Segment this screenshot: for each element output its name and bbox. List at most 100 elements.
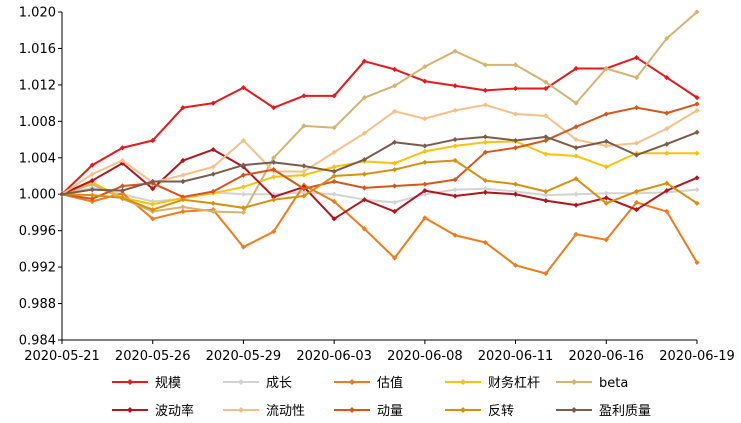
data-point-marker	[361, 171, 367, 177]
data-point-marker	[89, 171, 95, 177]
data-point-marker	[301, 123, 307, 129]
data-point-marker	[361, 185, 367, 191]
data-point-marker	[180, 204, 186, 210]
data-point-marker	[664, 208, 670, 215]
data-point-marker	[482, 62, 488, 68]
legend-item: 估值	[334, 375, 403, 391]
data-point-marker	[603, 164, 609, 170]
data-point-marker	[180, 105, 186, 111]
data-point-marker	[271, 228, 277, 235]
data-point-marker	[664, 141, 670, 147]
data-point-marker	[482, 87, 488, 93]
data-point-marker	[603, 200, 609, 206]
data-point-marker	[452, 48, 458, 54]
data-point-marker	[361, 157, 367, 163]
data-point-marker	[240, 209, 247, 216]
legend-label: 盈利质量	[599, 404, 651, 419]
data-point-marker	[633, 75, 640, 81]
data-point-marker	[694, 107, 700, 113]
data-point-marker	[512, 62, 519, 68]
legend-marker-swatch	[127, 379, 133, 385]
data-point-marker	[512, 191, 519, 197]
data-point-marker	[119, 157, 126, 164]
legend-label: beta	[599, 376, 628, 391]
legend-item: 波动率	[112, 403, 194, 419]
data-point-marker	[452, 136, 458, 143]
legend-marker-swatch	[238, 379, 244, 385]
data-point-marker	[573, 65, 579, 72]
data-point-marker	[694, 187, 700, 193]
series-line	[61, 103, 698, 196]
data-point-marker	[573, 153, 579, 159]
x-tick-label: 2020-06-11	[478, 349, 554, 364]
data-point-marker	[271, 105, 277, 111]
data-point-marker	[694, 175, 700, 181]
data-point-marker	[119, 190, 126, 196]
legend-item: 盈利质量	[556, 404, 651, 419]
data-point-marker	[452, 157, 458, 164]
data-point-marker	[543, 79, 549, 85]
series-0	[59, 54, 700, 197]
data-point-marker	[89, 196, 95, 202]
legend-item: 反转	[445, 404, 514, 419]
legend-label: 流动性	[266, 404, 305, 419]
data-point-marker	[482, 139, 488, 145]
data-point-marker	[694, 150, 700, 156]
data-point-marker	[512, 145, 519, 151]
data-point-marker	[482, 102, 488, 108]
legend-marker-swatch	[349, 379, 355, 385]
data-point-marker	[573, 124, 579, 130]
data-point-marker	[361, 197, 367, 203]
data-point-marker	[573, 145, 579, 151]
data-point-marker	[392, 66, 398, 72]
data-point-marker	[392, 183, 398, 189]
data-point-marker	[361, 95, 367, 101]
data-point-marker	[392, 83, 398, 89]
data-point-marker	[301, 172, 307, 178]
data-point-marker	[271, 174, 277, 180]
data-point-marker	[331, 125, 337, 131]
data-point-marker	[694, 9, 700, 15]
legend-label: 成长	[266, 376, 292, 391]
data-point-marker	[150, 198, 156, 205]
data-point-marker	[119, 195, 126, 201]
data-point-marker	[301, 189, 307, 195]
data-point-marker	[664, 75, 670, 81]
y-tick-label: 1.012	[19, 78, 56, 93]
data-point-marker	[180, 178, 186, 185]
data-point-marker	[452, 193, 458, 199]
data-point-marker	[603, 111, 609, 117]
data-point-marker	[422, 64, 428, 70]
data-point-marker	[603, 138, 609, 144]
series-line	[61, 148, 698, 220]
data-point-marker	[331, 216, 337, 222]
data-point-marker	[422, 78, 428, 84]
data-point-marker	[482, 239, 488, 246]
data-point-marker	[59, 191, 65, 197]
data-point-marker	[633, 207, 640, 213]
data-point-marker	[543, 151, 549, 157]
data-point-marker	[512, 188, 519, 195]
series-line	[61, 159, 698, 211]
data-point-marker	[573, 100, 579, 106]
data-point-marker	[271, 159, 277, 165]
data-point-marker	[422, 191, 428, 197]
data-point-marker	[603, 195, 609, 201]
data-point-marker	[664, 35, 670, 42]
data-point-marker	[180, 197, 186, 203]
data-point-marker	[392, 167, 398, 173]
data-point-marker	[331, 178, 337, 185]
legend-marker-swatch	[238, 407, 244, 413]
data-point-marker	[392, 208, 398, 215]
data-point-marker	[150, 137, 156, 144]
data-point-marker	[422, 187, 428, 194]
legend-item: 动量	[334, 404, 403, 419]
legend-marker-swatch	[127, 407, 133, 413]
data-point-marker	[512, 85, 519, 92]
data-point-marker	[210, 100, 216, 106]
data-point-marker	[482, 134, 488, 140]
legend-label: 规模	[155, 376, 181, 391]
data-point-marker	[512, 262, 519, 268]
data-point-marker	[240, 162, 247, 168]
data-point-marker	[573, 176, 579, 182]
